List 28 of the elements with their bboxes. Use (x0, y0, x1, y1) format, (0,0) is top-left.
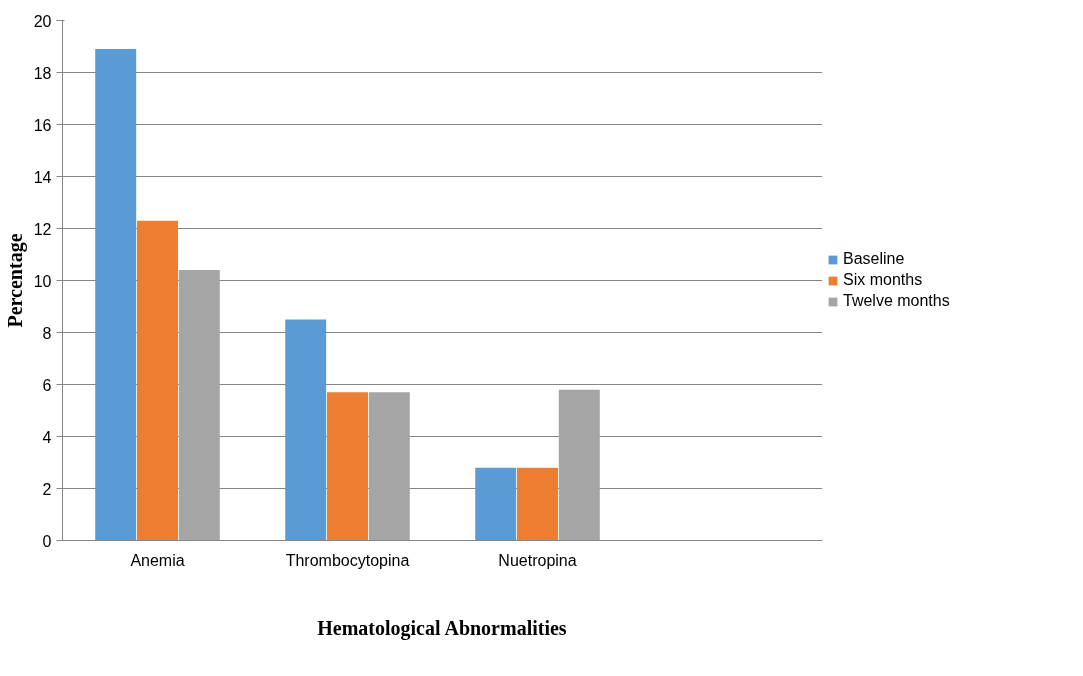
x-axis-title: Hematological Abnormalities (317, 616, 567, 640)
y-tick-label: 16 (33, 116, 52, 134)
y-tick-label: 18 (33, 64, 52, 82)
bar (95, 49, 137, 541)
bar (327, 392, 368, 541)
bar (517, 467, 558, 541)
bar (285, 319, 327, 541)
legend-label: Twelve months (843, 292, 950, 310)
y-tick-label: 14 (33, 168, 52, 186)
y-tick-label: 20 (33, 12, 52, 30)
legend-label: Baseline (843, 250, 905, 268)
y-tick-label: 8 (42, 324, 52, 342)
x-tick-label: Anemia (130, 551, 185, 569)
bar (178, 270, 220, 541)
x-tick-label: Nuetropina (498, 551, 577, 569)
bar (368, 392, 410, 541)
y-axis-title: Percentage (3, 233, 27, 328)
x-tick-label: Thrombocytopina (285, 551, 410, 569)
y-tick-label: 12 (33, 220, 52, 238)
y-tick-label: 2 (42, 480, 52, 498)
y-tick-label: 4 (42, 428, 52, 446)
y-tick-label: 6 (42, 376, 52, 394)
y-tick-label: 0 (42, 532, 52, 550)
y-tick-label: 10 (33, 272, 52, 290)
legend-label: Six months (843, 271, 923, 289)
bar (475, 467, 517, 541)
bar (558, 389, 600, 541)
bar (137, 220, 178, 541)
